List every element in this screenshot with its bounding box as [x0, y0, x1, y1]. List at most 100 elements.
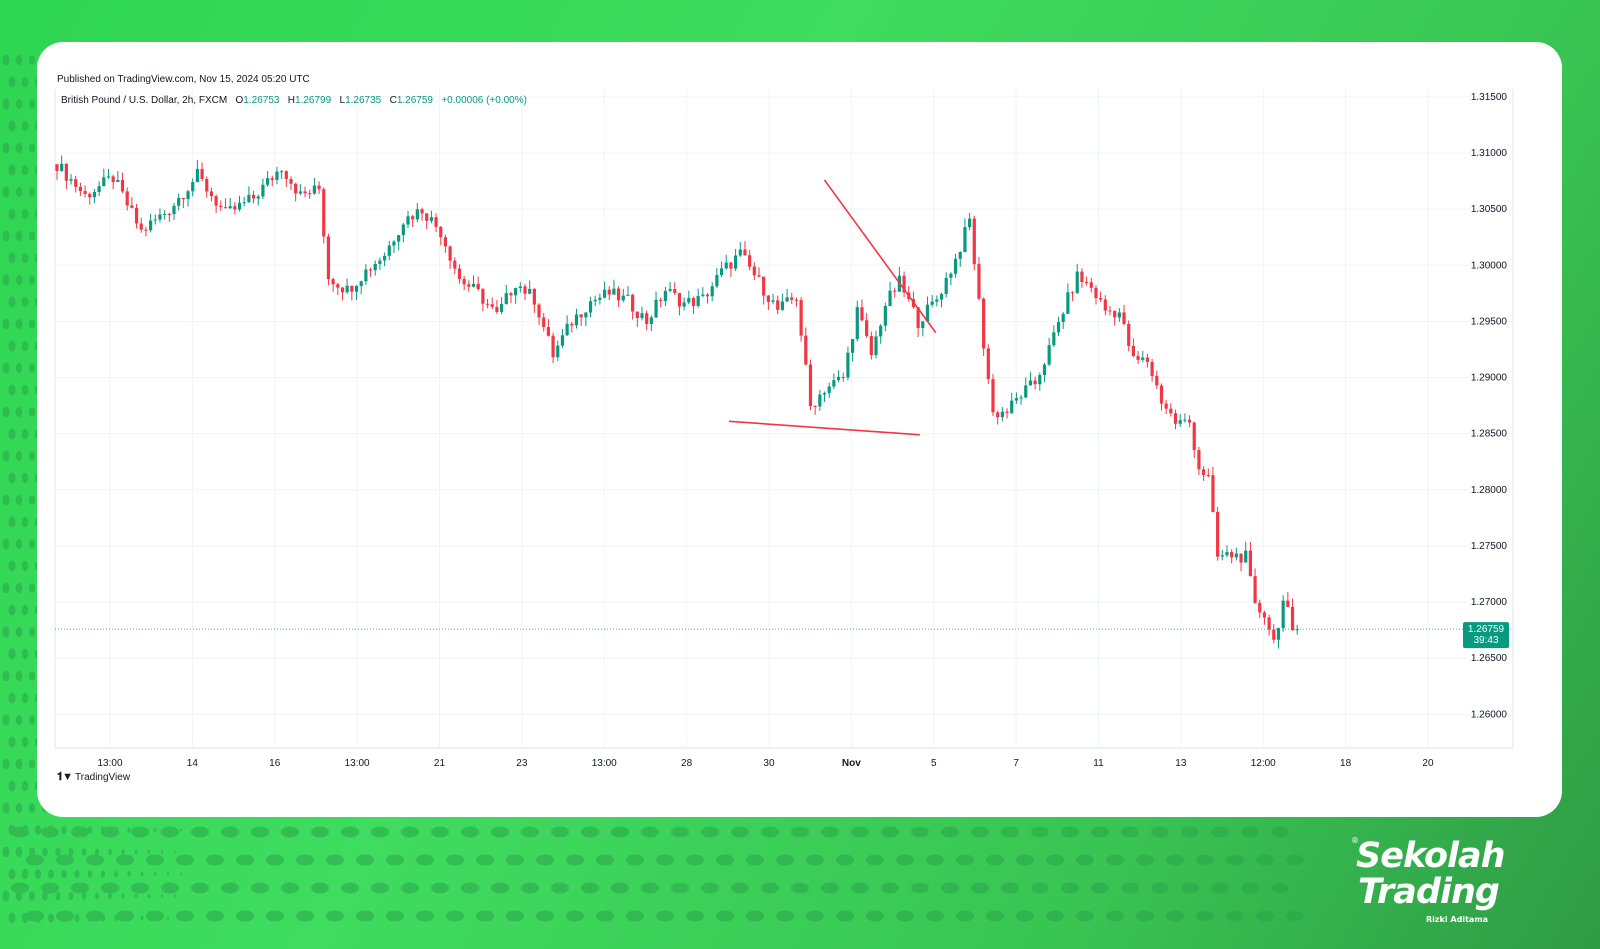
background-dot [581, 882, 599, 894]
background-dot [94, 848, 100, 856]
background-dot [416, 910, 434, 922]
background-dot [356, 910, 374, 922]
candle-body [574, 314, 579, 326]
candle-body [696, 295, 700, 306]
candle-body [1042, 364, 1047, 375]
candle-body [1089, 282, 1093, 288]
candle-body [102, 177, 106, 187]
background-dot [28, 55, 36, 65]
brand-line-1: Sekolah [1356, 836, 1506, 876]
background-dot [15, 846, 23, 858]
background-dot [716, 910, 734, 922]
candle-body [1239, 553, 1243, 563]
brand-logo: ® Sekolah Trading Rizki Aditama [1351, 836, 1506, 924]
candle-body [1024, 385, 1028, 398]
background-dot [911, 826, 929, 838]
candle-body [453, 260, 457, 269]
background-dot [28, 407, 36, 417]
candle-body [1014, 398, 1018, 401]
x-tick-label: 30 [763, 758, 775, 769]
candle-body [762, 276, 766, 296]
background-dot [146, 910, 164, 922]
candle-body [724, 262, 728, 269]
background-dot [416, 854, 434, 866]
background-dot [551, 882, 569, 894]
x-tick-label: 7 [1013, 758, 1019, 769]
background-dot [74, 870, 80, 878]
y-tick-label: 1.31000 [1471, 148, 1508, 159]
candle-body [719, 268, 724, 276]
candle-body [167, 213, 171, 215]
candle-body [1295, 629, 1299, 631]
candle-body [818, 394, 822, 407]
background-dot [21, 340, 29, 352]
candle-body [373, 263, 377, 271]
background-dot [476, 910, 494, 922]
candle-body [209, 191, 214, 197]
background-dot [127, 871, 131, 877]
background-dot [94, 892, 100, 900]
candle-body [846, 352, 850, 378]
background-dot [15, 142, 23, 154]
background-dot [1196, 910, 1214, 922]
background-dot [266, 854, 284, 866]
background-dot [296, 910, 314, 922]
candle-body [963, 227, 967, 253]
background-dot [791, 826, 809, 838]
candle-body [1159, 385, 1164, 404]
background-dot [1046, 910, 1064, 922]
tradingview-logo[interactable]: 𝟏▼ TradingView [57, 771, 130, 784]
background-dot [236, 910, 254, 922]
y-tick-label: 1.28000 [1471, 485, 1508, 496]
background-dot [941, 882, 959, 894]
background-dot [15, 54, 23, 66]
candle-body [687, 298, 691, 303]
y-tick-label: 1.30500 [1471, 204, 1508, 215]
candle-body [921, 321, 925, 329]
x-tick-label: 13:00 [592, 758, 617, 769]
background-dot [74, 914, 80, 922]
candle-body [879, 325, 883, 337]
background-dot [1241, 882, 1259, 894]
candle-body [537, 304, 541, 318]
background-dot [21, 472, 29, 484]
background-dot [1181, 826, 1199, 838]
background-dot [1256, 854, 1274, 866]
background-dot [15, 186, 23, 198]
background-dot [8, 428, 16, 440]
background-dot [551, 826, 569, 838]
background-dot [21, 560, 29, 572]
candle-body [1056, 322, 1061, 333]
background-dot [506, 854, 524, 866]
candle-body [485, 303, 490, 305]
background-dot [401, 826, 419, 838]
background-dot [21, 868, 29, 880]
candle-body [275, 171, 279, 180]
background-dot [28, 627, 36, 637]
background-dot [8, 252, 16, 264]
background-dot [971, 826, 989, 838]
background-dot [1286, 854, 1304, 866]
background-dot [116, 910, 134, 922]
background-dot [28, 187, 36, 197]
background-dot [86, 854, 104, 866]
candle-body [490, 304, 494, 307]
background-dot [401, 882, 419, 894]
background-dot [686, 910, 704, 922]
candle-body [780, 301, 784, 310]
candle-body [617, 288, 621, 301]
background-dot [15, 670, 23, 682]
background-dot [146, 854, 164, 866]
background-dot [881, 826, 899, 838]
background-dot [161, 826, 179, 838]
candle-body [710, 286, 714, 297]
candle-body [584, 312, 588, 318]
background-dot [506, 910, 524, 922]
background-dot [153, 871, 157, 877]
candle-body [654, 299, 658, 318]
background-dot [28, 539, 36, 549]
candle-body [1117, 312, 1121, 318]
background-dot [71, 882, 89, 894]
background-dot [1151, 882, 1169, 894]
